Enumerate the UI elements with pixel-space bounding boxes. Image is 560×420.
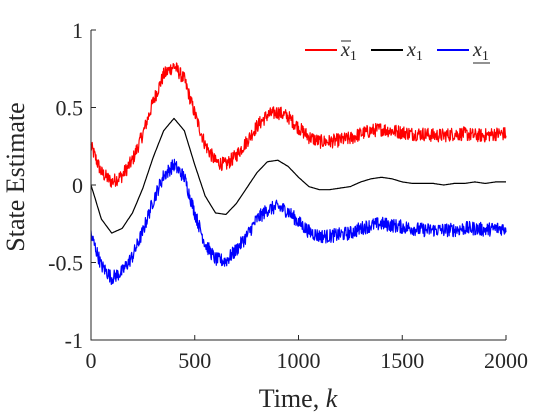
legend-entry-0: x1 — [305, 39, 357, 64]
y-tick-label: 1 — [72, 18, 83, 43]
x-tick-label: 1500 — [380, 348, 424, 373]
legend-label: x1 — [340, 39, 357, 64]
x-axis-label-variable: k — [326, 384, 338, 413]
y-tick-label: -0.5 — [48, 251, 83, 276]
x-tick-label: 2000 — [484, 348, 528, 373]
x-axis-label-text: Time, — [259, 384, 326, 413]
x-tick-label: 500 — [178, 348, 211, 373]
plot-area — [90, 62, 507, 285]
legend-entry-1: x1 — [371, 39, 423, 64]
y-tick-label: 0 — [72, 173, 83, 198]
series-line-0 — [90, 62, 507, 188]
series-line-2 — [90, 158, 507, 285]
x-tick-label: 0 — [86, 348, 97, 373]
series-line-1 — [90, 117, 506, 234]
legend: x1 x1 x1 — [305, 39, 490, 64]
axis-ticks: 0 500 1000 1500 2000 -1 -0.5 0 0.5 1 — [48, 18, 528, 373]
y-tick-label: -1 — [65, 328, 83, 353]
x-tick-label: 1000 — [277, 348, 321, 373]
legend-label: x1 — [472, 39, 489, 64]
legend-entry-2: x1 — [437, 39, 490, 64]
y-axis-label: State Estimate — [1, 102, 30, 251]
x-axis-label: Time, k — [259, 384, 338, 413]
legend-label: x1 — [406, 39, 423, 64]
y-tick-label: 0.5 — [56, 96, 84, 121]
